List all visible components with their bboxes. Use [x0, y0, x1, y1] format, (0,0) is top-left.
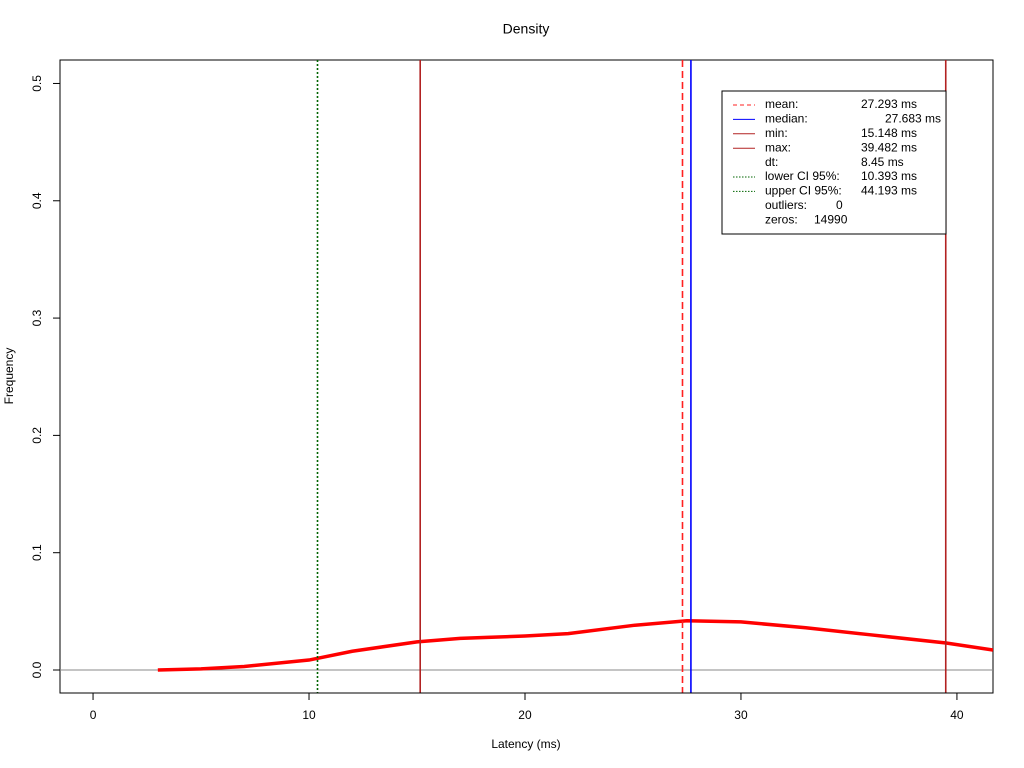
legend-name: min:	[765, 126, 788, 140]
legend-name: max:	[765, 140, 791, 154]
x-tick-label: 10	[302, 708, 316, 722]
chart-title: Density	[503, 21, 550, 37]
legend: mean: 27.293 ms median: 27.683 ms min: 15.148…	[721, 90, 947, 235]
legend-name: mean:	[765, 97, 798, 111]
legend-value: 39.482 ms	[861, 140, 917, 154]
legend-value: 27.683 ms	[885, 112, 941, 126]
y-tick-label: 0.1	[30, 544, 44, 561]
legend-value: 10.393 ms	[861, 169, 917, 183]
legend-name: dt:	[765, 155, 778, 169]
legend-name: outliers:	[765, 198, 807, 212]
legend-box	[721, 90, 947, 235]
x-tick-label: 30	[734, 708, 748, 722]
y-tick-label: 0.3	[30, 309, 44, 326]
x-tick-label: 0	[90, 708, 97, 722]
legend-value: 8.45 ms	[861, 155, 904, 169]
plot-area	[60, 60, 993, 693]
x-axis-label: Latency (ms)	[491, 737, 560, 751]
legend-value: 27.293 ms	[861, 97, 917, 111]
legend-name: median:	[765, 112, 808, 126]
legend-name: zeros:	[765, 212, 798, 226]
legend-name: upper CI 95%:	[765, 184, 842, 198]
density-curve	[157, 618, 993, 672]
legend-value: 0	[836, 198, 843, 212]
y-tick-label: 0.4	[30, 192, 44, 209]
y-tick-label: 0.0	[30, 661, 44, 678]
legend-name: lower CI 95%:	[765, 169, 840, 183]
y-axis-label: Frequency	[2, 348, 16, 405]
y-tick-label: 0.5	[30, 75, 44, 92]
x-tick-label: 40	[950, 708, 964, 722]
legend-value: 14990	[814, 212, 848, 226]
y-tick-label: 0.2	[30, 427, 44, 444]
legend-value: 44.193 ms	[861, 184, 917, 198]
legend-value: 15.148 ms	[861, 126, 917, 140]
x-tick-label: 20	[518, 708, 532, 722]
